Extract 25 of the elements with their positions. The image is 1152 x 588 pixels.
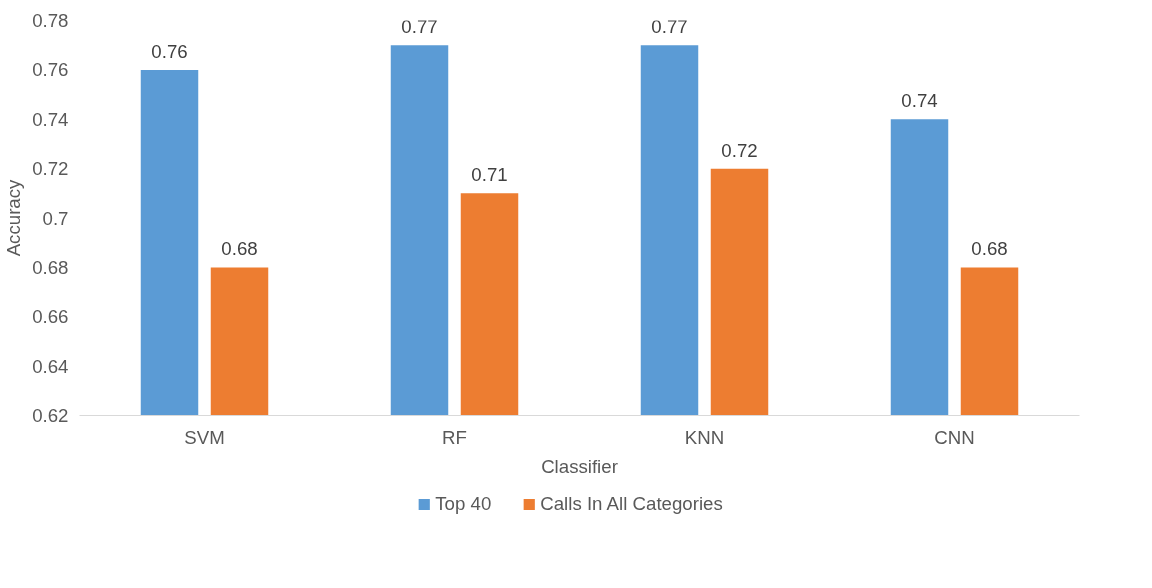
y-tick-label: 0.74	[32, 108, 69, 130]
y-tick-label: 0.72	[32, 158, 69, 180]
data-label: 0.72	[721, 139, 758, 161]
y-tick-label: 0.7	[42, 207, 69, 229]
data-label: 0.76	[151, 40, 188, 62]
x-tick-label: SVM	[184, 426, 225, 448]
legend-label: Top 40	[435, 493, 492, 515]
legend-label: Calls In All Categories	[540, 493, 723, 515]
x-tick-label: KNN	[684, 426, 725, 448]
data-label: 0.77	[651, 16, 688, 38]
data-label: 0.77	[401, 16, 438, 38]
data-label: 0.74	[901, 90, 938, 112]
y-tick-label: 0.62	[32, 405, 69, 426]
data-label: 0.71	[471, 164, 508, 186]
y-tick-label: 0.68	[32, 256, 69, 278]
y-axis-title: Accuracy	[3, 178, 25, 257]
y-tick-label: 0.66	[32, 306, 69, 328]
data-label: 0.68	[221, 238, 258, 260]
data-label: 0.68	[971, 238, 1008, 260]
x-axis-title: Classifier	[541, 455, 618, 477]
x-tick-label: RF	[442, 426, 467, 448]
y-tick-label: 0.64	[32, 355, 69, 377]
y-tick-label: 0.76	[32, 59, 69, 81]
x-tick-label: CNN	[934, 426, 975, 448]
y-tick-label: 0.78	[32, 10, 69, 31]
